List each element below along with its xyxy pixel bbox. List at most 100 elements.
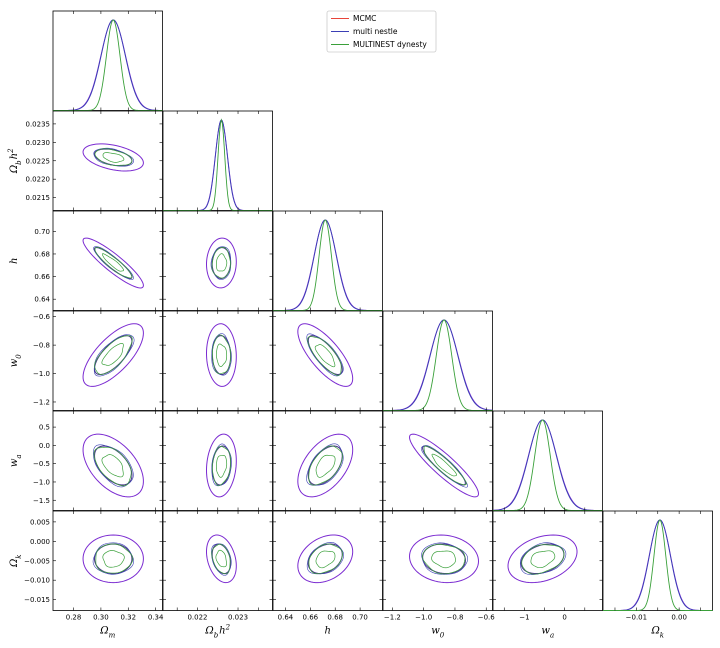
contour-outer [409,433,479,498]
marginal-curve-dynesty [603,519,713,611]
legend: MCMC multi nestle MULTINEST dynesty [326,10,437,53]
panel-frame [492,510,603,611]
panel-obh2-h [162,210,273,311]
contour-nestle [306,333,344,377]
contour-dynesty-outer [212,334,232,375]
panel-h-w0 [272,310,383,411]
contour-group [409,433,479,498]
contour-nestle [93,444,134,488]
panel-frame [52,110,163,211]
contour-group [82,534,144,584]
contour-dynesty-inner [101,343,124,366]
contour-group [297,433,354,498]
marginal-curve-dynesty [273,219,383,311]
contour-group [82,323,144,387]
contour-dynesty-outer [93,447,132,487]
contour-group [205,323,237,387]
panels-layer: 0.02150.02200.02250.02300.0235Ωbh20.640.… [7,10,713,640]
y-tick-label-wa: −1.0 [33,478,50,486]
x-tick-label-ok: −0.01 [626,614,647,622]
contour-dynesty-inner [102,550,125,568]
panel-om-om [52,10,163,111]
contour-group [205,237,237,289]
contour-nestle [420,445,468,488]
y-tick-label-h: 0.64 [34,296,50,304]
marginal-curve-dynesty [53,19,163,111]
contour-nestle [306,443,344,486]
legend-label-mcmc: MCMC [353,14,376,23]
contour-dynesty-outer [308,543,343,575]
contour-group [205,433,237,498]
contour-outer [82,433,144,498]
x-tick-label-wa: 0 [562,614,566,622]
panel-wa-ok: −1 0 wa [492,510,603,640]
marginal-curve-nestle [383,319,493,411]
contour-nestle [211,333,232,376]
x-axis-label-ok: Ωk [650,626,664,640]
contour-dynesty-inner [314,344,336,368]
panel-frame [162,410,273,511]
panel-frame [272,510,383,611]
panel-frame [492,410,603,511]
contour-dynesty-outer [307,336,342,376]
panel-frame [52,310,163,411]
contour-nestle [93,334,135,377]
panel-frame [382,410,493,511]
y-tick-label-wa: 0.0 [39,442,50,450]
contour-dynesty-inner [431,550,456,569]
y-tick-label-obh2: 0.0230 [26,139,51,147]
contour-dynesty-outer [521,544,565,575]
contour-group [297,323,354,387]
x-tick-label-obh2: 0.022 [187,614,207,622]
contour-outer [507,534,578,584]
x-tick-label-om: 0.34 [148,614,164,622]
panel-wa-wa [492,410,603,511]
contour-dynesty-inner [315,454,336,478]
panel-h-h [272,210,383,311]
panel-frame [52,10,163,111]
contour-outer [297,534,354,584]
contour-group [297,534,354,584]
contour-dynesty-outer [211,543,231,575]
x-tick-label-h: 0.64 [278,614,294,622]
panel-frame [162,210,273,311]
contour-nestle [92,542,134,575]
panel-frame [272,310,383,411]
panel-frame [272,410,383,511]
x-axis-label-wa: wa [541,626,554,640]
x-tick-label-w0: −0.6 [478,614,496,622]
x-tick-label-h: 0.70 [352,614,368,622]
contour-group [409,534,480,584]
legend-label-multi-nestle: multi nestle [353,27,398,36]
panel-om-wa: −1.5 −1.0 −0.5 0.0 0.5 wa [9,410,163,511]
x-tick-label-om: 0.32 [120,614,136,622]
contour-dynesty-inner [431,453,457,477]
marginal-curve-dynesty [163,118,273,211]
contour-group [82,237,144,289]
panel-obh2-ok: 0.022 0.023 Ωbh2 [162,510,273,640]
contour-dynesty-inner [216,253,228,272]
x-axis-label-w0: w0 [431,626,445,640]
y-tick-label-ok: 0.000 [30,538,50,546]
contour-nestle [93,147,135,167]
y-axis-label-obh2: Ωbh2 [7,148,23,174]
x-tick-label-wa: −1 [519,614,529,622]
y-tick-label-obh2: 0.0220 [26,176,51,184]
panel-w0-w0 [382,310,493,411]
y-tick-label-wa: −1.5 [33,497,50,505]
x-tick-label-w0: −1.0 [415,614,432,622]
contour-dynesty-inner [101,454,124,478]
contour-outer [82,143,144,172]
y-tick-label-wa: 0.5 [39,424,50,432]
contour-outer [297,433,354,498]
contour-outer [205,237,237,289]
contour-outer [205,534,237,584]
panel-obh2-obh2 [162,110,273,211]
x-tick-label-ok: 0.00 [671,614,687,622]
y-axis-label-h: h [9,258,20,264]
contour-dynesty-outer [308,445,343,486]
contour-dynesty-outer [212,446,232,486]
panel-ok-ok: −0.01 0.00 Ωk [602,510,713,640]
x-tick-label-w0: −1.2 [384,614,401,622]
x-tick-label-om: 0.28 [66,614,82,622]
